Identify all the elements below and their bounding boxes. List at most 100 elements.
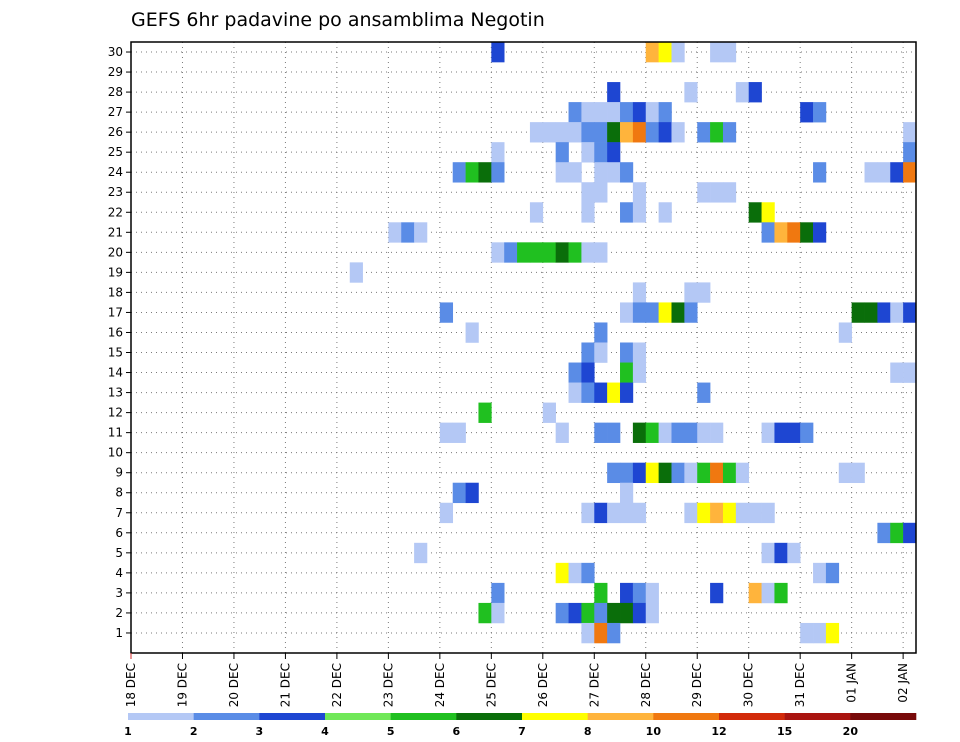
precip-cell bbox=[851, 462, 865, 484]
colorbar-swatch bbox=[587, 713, 654, 720]
precip-cell bbox=[671, 122, 685, 143]
precip-cell bbox=[504, 242, 518, 263]
precip-cell bbox=[620, 362, 634, 383]
y-tick-label: 22 bbox=[108, 205, 123, 219]
y-tick-label: 26 bbox=[108, 125, 123, 139]
precip-cell bbox=[710, 462, 724, 484]
precip-cell bbox=[645, 582, 659, 604]
precip-cell bbox=[414, 542, 428, 564]
precip-cell bbox=[607, 82, 621, 103]
precip-cell bbox=[478, 162, 492, 183]
precip-cell bbox=[349, 262, 363, 283]
precip-cell bbox=[658, 422, 672, 443]
precip-cell bbox=[491, 602, 505, 624]
precip-cell bbox=[645, 102, 659, 123]
precip-cell bbox=[697, 422, 711, 443]
precip-cell bbox=[890, 362, 904, 383]
precip-cell bbox=[594, 502, 608, 524]
grid-lines bbox=[130, 42, 916, 653]
colorbar-label: 2 bbox=[190, 725, 198, 738]
x-tick-label: 18 DEC bbox=[124, 663, 138, 707]
precip-cell bbox=[838, 322, 852, 343]
precip-cell bbox=[607, 462, 621, 484]
precip-cell bbox=[555, 562, 569, 584]
precip-cell bbox=[581, 362, 595, 383]
precip-cell bbox=[877, 522, 891, 544]
x-tick-label: 24 DEC bbox=[433, 663, 447, 707]
precip-cell bbox=[581, 202, 595, 223]
precip-cell bbox=[555, 242, 569, 263]
precip-cell bbox=[632, 602, 647, 624]
precip-cell bbox=[710, 182, 724, 203]
precip-cell bbox=[761, 202, 775, 223]
precip-cell bbox=[748, 502, 762, 524]
colorbar-label: 6 bbox=[453, 725, 461, 738]
precip-cell bbox=[620, 302, 634, 323]
precip-cell bbox=[877, 162, 891, 183]
precip-cell bbox=[632, 122, 647, 143]
precip-cell bbox=[542, 402, 556, 423]
precip-cell bbox=[491, 42, 505, 63]
precip-cell bbox=[890, 522, 904, 544]
precip-cell bbox=[903, 302, 917, 323]
precip-cell bbox=[581, 182, 595, 203]
precip-cell bbox=[748, 82, 762, 103]
precip-cell bbox=[671, 422, 685, 443]
precip-cell bbox=[735, 502, 750, 524]
precip-cell bbox=[787, 422, 801, 443]
precip-cell bbox=[568, 382, 582, 403]
precip-cell bbox=[414, 222, 428, 243]
colorbar-label: 15 bbox=[777, 725, 792, 738]
precip-cell bbox=[722, 462, 737, 484]
precip-cell bbox=[800, 222, 814, 243]
precip-cell bbox=[645, 602, 659, 624]
precip-cell bbox=[439, 302, 454, 323]
precip-cell bbox=[581, 502, 595, 524]
precip-cell bbox=[761, 422, 775, 443]
precip-cell bbox=[658, 102, 672, 123]
precip-cell bbox=[555, 122, 569, 143]
precip-cell bbox=[748, 202, 762, 223]
precip-cell bbox=[838, 462, 852, 484]
y-tick-label: 7 bbox=[115, 506, 123, 520]
precip-cell bbox=[594, 622, 608, 644]
precip-cell bbox=[465, 482, 479, 504]
precip-cell bbox=[439, 422, 454, 443]
x-tick-label: 21 DEC bbox=[278, 663, 292, 707]
precip-cell bbox=[581, 622, 595, 644]
precip-cell bbox=[632, 362, 647, 383]
precip-cell bbox=[684, 302, 698, 323]
precip-cell bbox=[594, 342, 608, 363]
colorbar-label: 20 bbox=[843, 725, 859, 738]
precip-cell bbox=[697, 502, 711, 524]
precip-cell bbox=[607, 382, 621, 403]
precip-cell bbox=[620, 462, 634, 484]
precip-cell bbox=[491, 162, 505, 183]
precip-cell bbox=[748, 582, 762, 604]
precip-cell bbox=[632, 342, 647, 363]
x-tick-label: 19 DEC bbox=[175, 663, 189, 707]
x-tick-label: 29 DEC bbox=[690, 663, 704, 707]
precip-cell bbox=[813, 622, 827, 644]
colorbar-label: 7 bbox=[518, 725, 526, 738]
y-axis: 1234567891011121314151617181920212223242… bbox=[108, 45, 131, 640]
y-tick-label: 23 bbox=[108, 185, 123, 199]
precip-cell bbox=[517, 242, 531, 263]
precip-cell bbox=[761, 222, 775, 243]
precip-cell bbox=[555, 142, 569, 163]
precip-cell bbox=[658, 462, 672, 484]
precip-cell bbox=[542, 122, 556, 143]
precip-cell bbox=[903, 162, 917, 183]
precip-cell bbox=[607, 422, 621, 443]
precip-cell bbox=[594, 322, 608, 343]
precip-cell bbox=[774, 542, 788, 564]
precip-cell bbox=[594, 242, 608, 263]
precip-cell bbox=[903, 522, 917, 544]
precip-cell bbox=[632, 502, 647, 524]
x-tick-label: 30 DEC bbox=[742, 663, 756, 707]
precip-cell bbox=[632, 282, 647, 303]
precip-cell bbox=[761, 582, 775, 604]
colorbar-swatch bbox=[719, 713, 785, 720]
y-tick-label: 13 bbox=[108, 386, 123, 400]
